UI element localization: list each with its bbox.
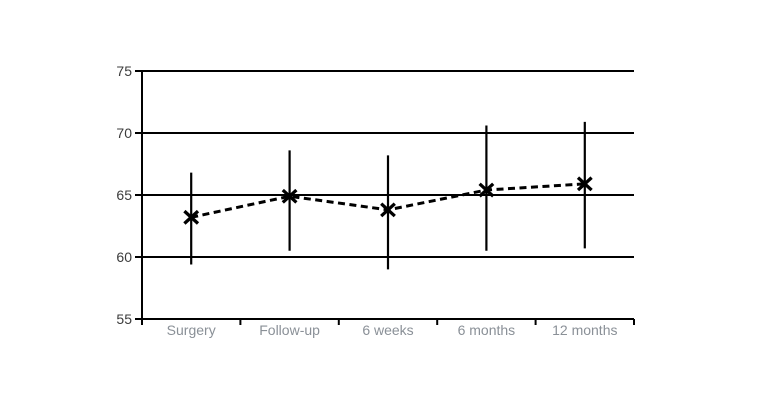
- y-axis-label: 60: [116, 249, 132, 265]
- x-axis-label: Surgery: [167, 322, 216, 338]
- y-axis-label: 70: [116, 125, 132, 141]
- y-axis-label: 65: [116, 187, 132, 203]
- x-axis-label: 6 months: [458, 322, 516, 338]
- x-marker-icon: [380, 202, 396, 218]
- x-marker-icon: [281, 188, 298, 204]
- x-axis-label: 6 weeks: [362, 322, 413, 338]
- x-marker-icon: [576, 176, 593, 192]
- y-axis-label: 55: [116, 311, 132, 327]
- x-marker-icon: [183, 209, 200, 225]
- x-marker-icon: [478, 182, 495, 198]
- y-axis-label: 75: [116, 63, 132, 79]
- x-axis-label: 12 months: [552, 322, 617, 338]
- x-axis-label: Follow-up: [259, 322, 320, 338]
